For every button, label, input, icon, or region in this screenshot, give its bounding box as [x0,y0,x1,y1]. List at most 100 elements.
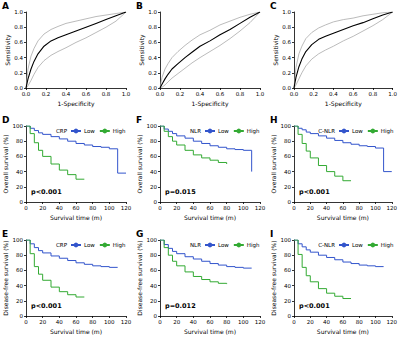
svg-text:80: 80 [16,138,23,144]
svg-text:E: E [2,229,8,239]
svg-text:80: 80 [89,205,96,211]
svg-text:120: 120 [387,205,398,211]
svg-text:100: 100 [13,237,24,243]
svg-text:Survival time (m): Survival time (m) [184,214,236,221]
svg-text:Low: Low [352,128,363,134]
svg-text:0: 0 [292,319,296,325]
svg-text:100: 100 [147,237,158,243]
svg-text:60: 60 [150,267,157,273]
svg-text:60: 60 [339,205,346,211]
svg-text:120: 120 [255,205,266,211]
svg-text:p<0.001: p<0.001 [299,188,330,196]
svg-text:0: 0 [20,199,24,205]
svg-text:100: 100 [104,319,115,325]
svg-text:0.2: 0.2 [42,91,51,97]
svg-text:0: 0 [24,205,28,211]
svg-text:80: 80 [223,205,230,211]
svg-text:60: 60 [150,153,157,159]
svg-text:p=0.015: p=0.015 [165,188,196,196]
svg-text:0.8: 0.8 [148,24,157,30]
svg-text:Survival time (m): Survival time (m) [317,328,369,335]
svg-text:80: 80 [356,205,363,211]
svg-text:20: 20 [150,298,157,304]
svg-text:120: 120 [121,319,132,325]
svg-text:0.4: 0.4 [148,55,157,61]
svg-text:20: 20 [39,319,46,325]
svg-text:80: 80 [150,138,157,144]
svg-text:40: 40 [190,319,197,325]
svg-text:40: 40 [150,283,157,289]
svg-text:20: 20 [39,205,46,211]
svg-text:0.8: 0.8 [369,91,378,97]
svg-text:Low: Low [84,128,95,134]
svg-text:40: 40 [16,283,23,289]
svg-text:F: F [136,115,142,125]
svg-text:H: H [270,115,278,125]
svg-text:D: D [2,115,9,125]
svg-text:60: 60 [16,153,23,159]
svg-text:100: 100 [370,319,381,325]
svg-text:40: 40 [323,319,330,325]
svg-text:100: 100 [147,123,158,129]
svg-text:80: 80 [284,252,291,258]
svg-text:60: 60 [207,205,214,211]
svg-text:1.0: 1.0 [14,9,23,15]
svg-text:0.8: 0.8 [102,91,111,97]
svg-text:100: 100 [238,205,249,211]
svg-text:0: 0 [158,205,162,211]
svg-text:40: 40 [323,205,330,211]
svg-text:0.2: 0.2 [176,91,185,97]
svg-text:0.6: 0.6 [14,39,23,45]
svg-text:1.0: 1.0 [282,9,291,15]
svg-text:120: 120 [121,205,132,211]
svg-text:G: G [136,229,143,239]
svg-text:High: High [113,128,126,135]
svg-text:20: 20 [173,319,180,325]
svg-text:0.6: 0.6 [282,39,291,45]
svg-text:0.6: 0.6 [148,39,157,45]
svg-text:20: 20 [284,298,291,304]
svg-text:0.4: 0.4 [62,91,71,97]
svg-text:40: 40 [190,205,197,211]
svg-text:100: 100 [13,123,24,129]
svg-text:60: 60 [16,267,23,273]
svg-text:Low: Low [352,242,363,248]
svg-text:0: 0 [154,313,158,319]
svg-text:40: 40 [16,169,23,175]
svg-text:0: 0 [288,199,292,205]
svg-text:0: 0 [154,199,158,205]
svg-text:80: 80 [16,252,23,258]
svg-text:100: 100 [104,205,115,211]
svg-text:1-Specificity: 1-Specificity [58,100,95,108]
svg-text:High: High [381,128,394,135]
svg-text:0.6: 0.6 [216,91,225,97]
svg-text:40: 40 [56,319,63,325]
svg-text:0.6: 0.6 [349,91,358,97]
svg-text:0.4: 0.4 [329,91,338,97]
svg-text:0.2: 0.2 [282,70,291,76]
svg-text:NLR: NLR [190,242,201,248]
svg-text:Overall survival (%): Overall survival (%) [270,134,277,193]
svg-text:0: 0 [288,313,292,319]
svg-text:p=0.012: p=0.012 [165,302,196,310]
svg-text:Low: Low [218,128,229,134]
svg-text:High: High [247,128,260,135]
svg-text:0.8: 0.8 [14,24,23,30]
svg-text:0.4: 0.4 [282,55,291,61]
svg-text:80: 80 [223,319,230,325]
svg-text:High: High [247,242,260,249]
svg-text:Disease-free survival (%): Disease-free survival (%) [270,240,277,315]
svg-text:Low: Low [218,242,229,248]
svg-text:60: 60 [284,267,291,273]
svg-text:20: 20 [16,298,23,304]
svg-text:B: B [136,1,143,11]
svg-text:20: 20 [284,184,291,190]
svg-text:20: 20 [173,205,180,211]
svg-text:0.0: 0.0 [290,91,299,97]
svg-text:CRP: CRP [56,128,68,134]
svg-text:0.0: 0.0 [22,91,31,97]
svg-text:40: 40 [150,169,157,175]
svg-text:1-Specificity: 1-Specificity [192,100,229,108]
svg-text:NLR: NLR [190,128,201,134]
svg-text:C-NLR: C-NLR [318,242,335,248]
